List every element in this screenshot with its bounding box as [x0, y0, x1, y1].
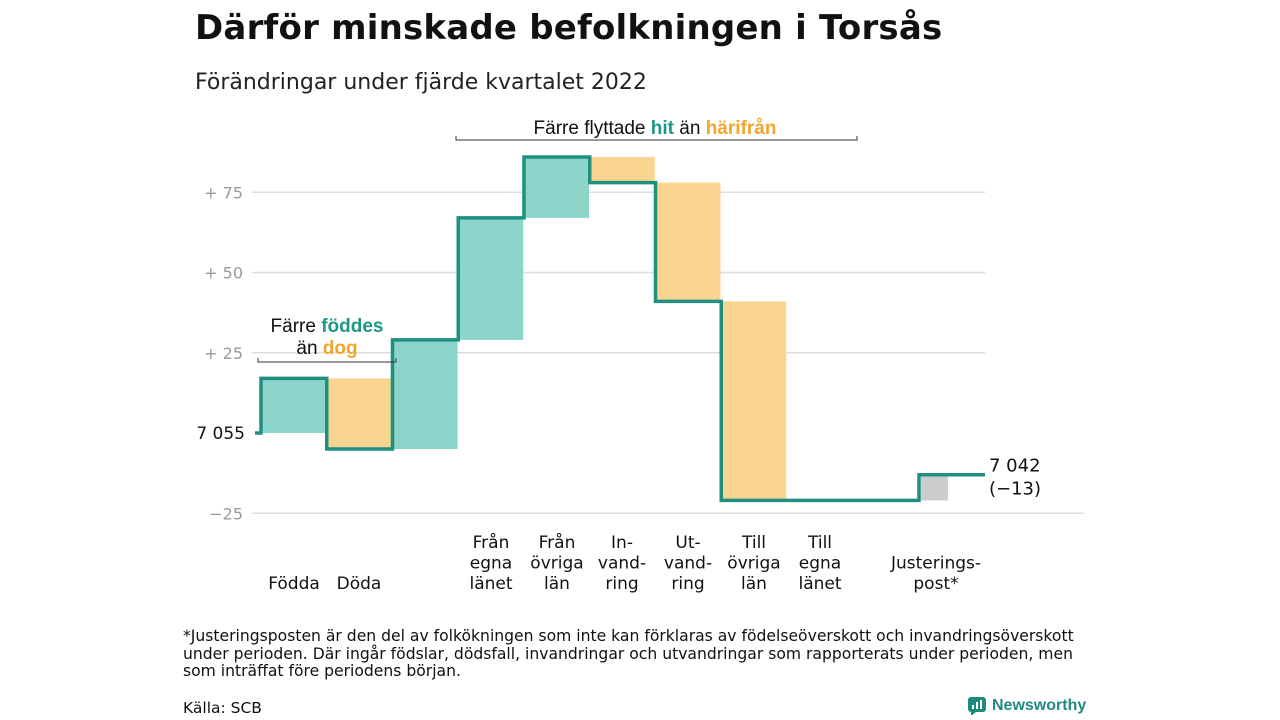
category-label-7: län	[741, 574, 767, 594]
category-label-8: egna	[799, 554, 841, 574]
category-label-9: post*	[913, 574, 958, 594]
category-label-3: Från	[473, 532, 510, 553]
category-label-3: länet	[469, 574, 512, 594]
y-tick-label: −25	[209, 504, 243, 523]
category-label-3: egna	[470, 554, 512, 574]
end-value-label: 7 042	[989, 456, 1041, 477]
start-value-label: 7 055	[196, 424, 245, 444]
annotation-text-part: Färre flyttade	[534, 118, 651, 139]
category-label-6: Ut-	[675, 533, 700, 553]
category-label-8: länet	[798, 574, 841, 594]
brand: Newsworthy	[968, 697, 1086, 715]
category-label-7: Till	[741, 533, 766, 553]
chart-title: Därför minskade befolkningen i Torsås	[195, 8, 943, 48]
annotation-text-part: än	[296, 338, 322, 359]
annotation-text-part: än	[674, 118, 706, 139]
bar-8	[721, 301, 787, 501]
waterfall-chart: −25 7 055 + 25 + 50 + 75 7 042(−13) Födda Döda F…	[196, 118, 1084, 594]
annotation-text-part: dog	[323, 338, 358, 359]
category-label-7: övriga	[727, 554, 780, 574]
bar-9	[921, 474, 948, 501]
annotation-births-line2: än dog	[296, 338, 357, 359]
category-label-5: ring	[605, 574, 638, 594]
annotation-text-part: hit	[651, 118, 675, 139]
y-tick-label: + 50	[204, 264, 243, 283]
annotation-text-part: härifrån	[706, 118, 777, 139]
category-label-8: Till	[807, 533, 832, 553]
y-tick-label: + 75	[204, 183, 243, 202]
category-label-5: vand-	[598, 554, 646, 574]
category-label-6: ring	[671, 574, 704, 594]
end-change-label: (−13)	[989, 479, 1041, 500]
annotation-births-line1: Färre föddes	[271, 316, 384, 337]
bar-6	[589, 156, 655, 183]
bar-4	[458, 217, 524, 340]
brand-name: Newsworthy	[992, 697, 1087, 714]
category-label-4: övriga	[530, 554, 583, 574]
category-label-1: Födda	[268, 574, 320, 594]
bar-7	[655, 182, 721, 302]
chart-subtitle: Förändringar under fjärde kvartalet 2022	[195, 70, 647, 95]
bar-1	[261, 378, 326, 433]
newsworthy-logo-icon	[968, 697, 986, 715]
category-label-4: Från	[539, 532, 576, 553]
category-label-9: Justerings-	[890, 554, 981, 574]
bar-3	[392, 339, 458, 450]
y-tick-label: + 25	[204, 344, 243, 363]
category-label-5: In-	[611, 533, 633, 553]
cumulative-step-line	[255, 155, 985, 503]
footnote: *Justeringsposten är den del av folkökni…	[183, 627, 1074, 680]
annotation-text-part: föddes	[321, 316, 383, 337]
category-label-2: Döda	[337, 574, 382, 594]
annotation-text-part: Färre	[271, 316, 322, 337]
source-label: Källa: SCB	[183, 699, 262, 717]
annotation-bracket-births	[257, 358, 397, 363]
category-label-4: län	[544, 574, 570, 594]
category-label-6: vand-	[664, 554, 712, 574]
annotation-moves: Färre flyttade hit än härifrån	[534, 118, 777, 139]
annotation-bracket-moves	[455, 136, 858, 141]
bar-2	[326, 378, 392, 450]
bar-5	[524, 156, 589, 218]
